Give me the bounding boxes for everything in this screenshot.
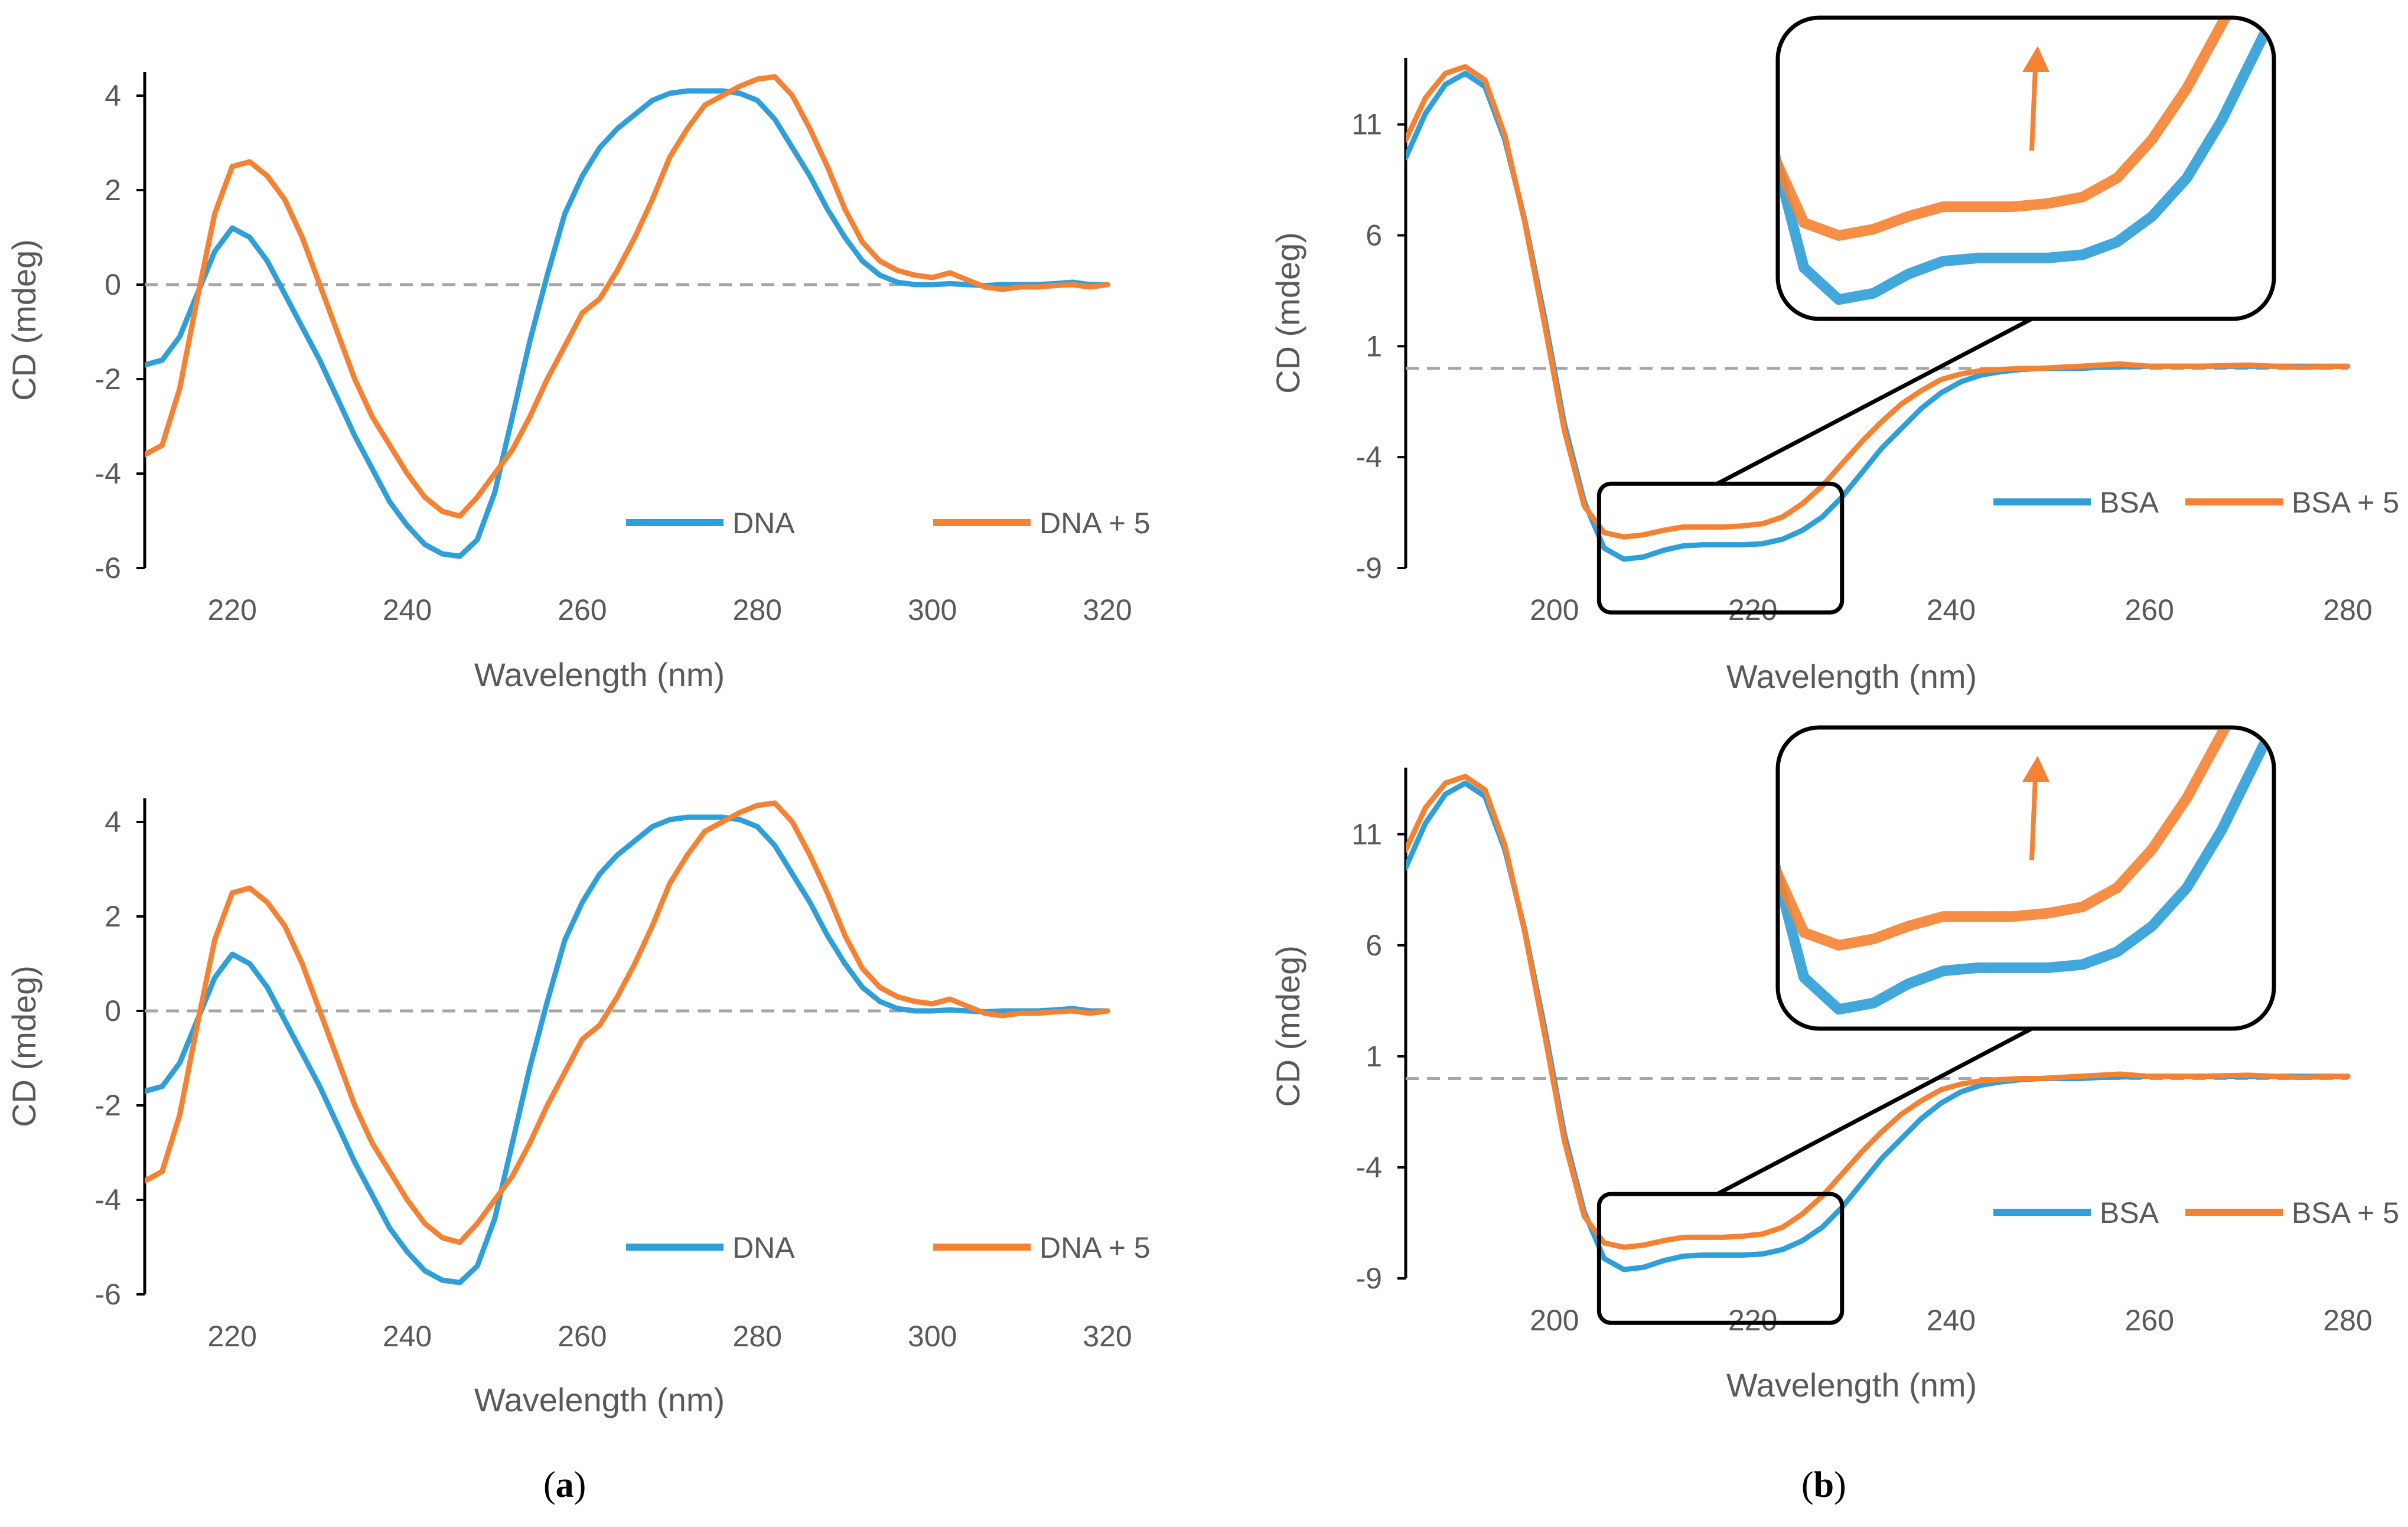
y-axis-label: CD (mdeg) bbox=[1269, 232, 1306, 394]
y-tick-label: 6 bbox=[1366, 219, 1382, 252]
legend-label-1: BSA bbox=[2100, 1196, 2159, 1229]
x-axis-label: Wavelength (nm) bbox=[474, 1381, 725, 1418]
chart-b-bottom: -9 -4 1 6 11 200 220 240 260 280 Wavelength (nm) CD… bbox=[1269, 725, 2399, 1404]
x-tick-label: 260 bbox=[558, 593, 607, 627]
y-tick-label: 4 bbox=[105, 79, 121, 112]
zoom-connector-line bbox=[1716, 317, 2033, 486]
x-tick-label: 260 bbox=[558, 1320, 607, 1353]
x-tick-label: 240 bbox=[383, 593, 432, 627]
y-tick-label: 4 bbox=[105, 805, 121, 838]
x-tick-label: 280 bbox=[2323, 1304, 2372, 1337]
x-tick-label: 300 bbox=[908, 593, 957, 627]
x-tick-label: 320 bbox=[1083, 593, 1132, 627]
increase-arrow-shaft bbox=[2029, 67, 2038, 151]
x-tick-label: 260 bbox=[2124, 1304, 2174, 1337]
x-axis-label: Wavelength (nm) bbox=[1726, 1366, 1977, 1404]
legend-label-1: BSA bbox=[2100, 486, 2159, 519]
y-tick-label: -6 bbox=[95, 552, 121, 585]
inset-series-line-1 bbox=[1780, 20, 2272, 305]
panel-label-a: (a) bbox=[543, 1465, 586, 1505]
y-tick-label: 0 bbox=[105, 268, 121, 301]
series-line-1 bbox=[145, 814, 1110, 1285]
x-tick-label: 240 bbox=[383, 1320, 432, 1353]
increase-arrow-head bbox=[2022, 46, 2049, 72]
chart-a-top: -6 -4 -2 0 2 4 220 240 260 280 300 320 Wavelength (n… bbox=[5, 72, 1151, 693]
legend-label-2: BSA + 5 bbox=[2292, 486, 2399, 519]
zoom-inset-box bbox=[1775, 725, 2276, 1031]
x-axis-label: Wavelength (nm) bbox=[1726, 658, 1977, 695]
series-line-2 bbox=[1406, 64, 2351, 540]
y-tick-label: -4 bbox=[95, 457, 121, 490]
x-tick-label: 240 bbox=[1927, 1304, 1976, 1337]
y-axis-label: CD (mdeg) bbox=[5, 965, 43, 1127]
x-tick-label: 280 bbox=[2323, 593, 2372, 627]
x-tick-label: 280 bbox=[733, 593, 782, 627]
inset-series-line-2 bbox=[1780, 20, 2272, 241]
series-line-2 bbox=[145, 74, 1110, 519]
y-tick-label: 11 bbox=[1351, 818, 1382, 851]
x-tick-label: 240 bbox=[1927, 593, 1976, 627]
y-tick-label: 6 bbox=[1366, 929, 1382, 962]
chart-a-bottom: -6 -4 -2 0 2 4 220 240 260 280 300 320 Wavelength (n… bbox=[5, 798, 1151, 1418]
legend-label-2: BSA + 5 bbox=[2292, 1196, 2399, 1229]
x-tick-label: 200 bbox=[1530, 593, 1579, 627]
x-tick-label: 280 bbox=[733, 1320, 782, 1353]
increase-arrow-head bbox=[2022, 756, 2049, 782]
y-tick-label: -4 bbox=[95, 1183, 121, 1216]
zoom-inset-box bbox=[1775, 15, 2276, 321]
inset-series-line-1 bbox=[1780, 730, 2272, 1015]
series-line-2 bbox=[145, 800, 1110, 1245]
y-tick-label: 1 bbox=[1366, 1040, 1382, 1073]
legend-label-2: DNA + 5 bbox=[1040, 507, 1151, 540]
increase-arrow-shaft bbox=[2029, 777, 2038, 861]
inset-series-line-2 bbox=[1780, 730, 2272, 951]
y-tick-label: 1 bbox=[1366, 329, 1382, 363]
y-axis-label: CD (mdeg) bbox=[5, 239, 43, 401]
zoom-connector-line bbox=[1716, 1026, 2033, 1196]
x-tick-label: 300 bbox=[908, 1320, 957, 1353]
y-axis-label: CD (mdeg) bbox=[1269, 945, 1306, 1107]
panel-label-b: (b) bbox=[1801, 1465, 1846, 1505]
x-tick-label: 220 bbox=[207, 1320, 256, 1353]
x-tick-label: 200 bbox=[1530, 1304, 1579, 1337]
y-tick-label: -4 bbox=[1356, 441, 1382, 474]
y-tick-label: -9 bbox=[1356, 1262, 1382, 1295]
x-tick-label: 260 bbox=[2124, 593, 2174, 627]
y-tick-label: -2 bbox=[95, 1089, 121, 1122]
y-tick-label: 0 bbox=[105, 994, 121, 1027]
legend-label-1: DNA bbox=[732, 1231, 795, 1264]
chart-b-top: -9 -4 1 6 11 200 220 240 260 280 Wavelength (nm) CD… bbox=[1269, 15, 2399, 695]
y-tick-label: -6 bbox=[95, 1278, 121, 1311]
y-tick-label: -4 bbox=[1356, 1151, 1382, 1184]
x-tick-label: 220 bbox=[207, 593, 256, 627]
y-tick-label: 2 bbox=[105, 900, 121, 933]
series-line-1 bbox=[145, 88, 1110, 559]
y-tick-label: 2 bbox=[105, 174, 121, 207]
y-tick-label: 11 bbox=[1351, 108, 1382, 141]
x-tick-label: 220 bbox=[1728, 1304, 1777, 1337]
legend-label-2: DNA + 5 bbox=[1040, 1231, 1151, 1264]
legend-label-1: DNA bbox=[732, 507, 795, 540]
x-tick-label: 220 bbox=[1728, 593, 1777, 627]
x-tick-label: 320 bbox=[1083, 1320, 1132, 1353]
y-tick-label: -2 bbox=[95, 363, 121, 396]
y-tick-label: -9 bbox=[1356, 552, 1382, 585]
series-line-2 bbox=[1406, 774, 2351, 1250]
x-axis-label: Wavelength (nm) bbox=[474, 656, 725, 693]
